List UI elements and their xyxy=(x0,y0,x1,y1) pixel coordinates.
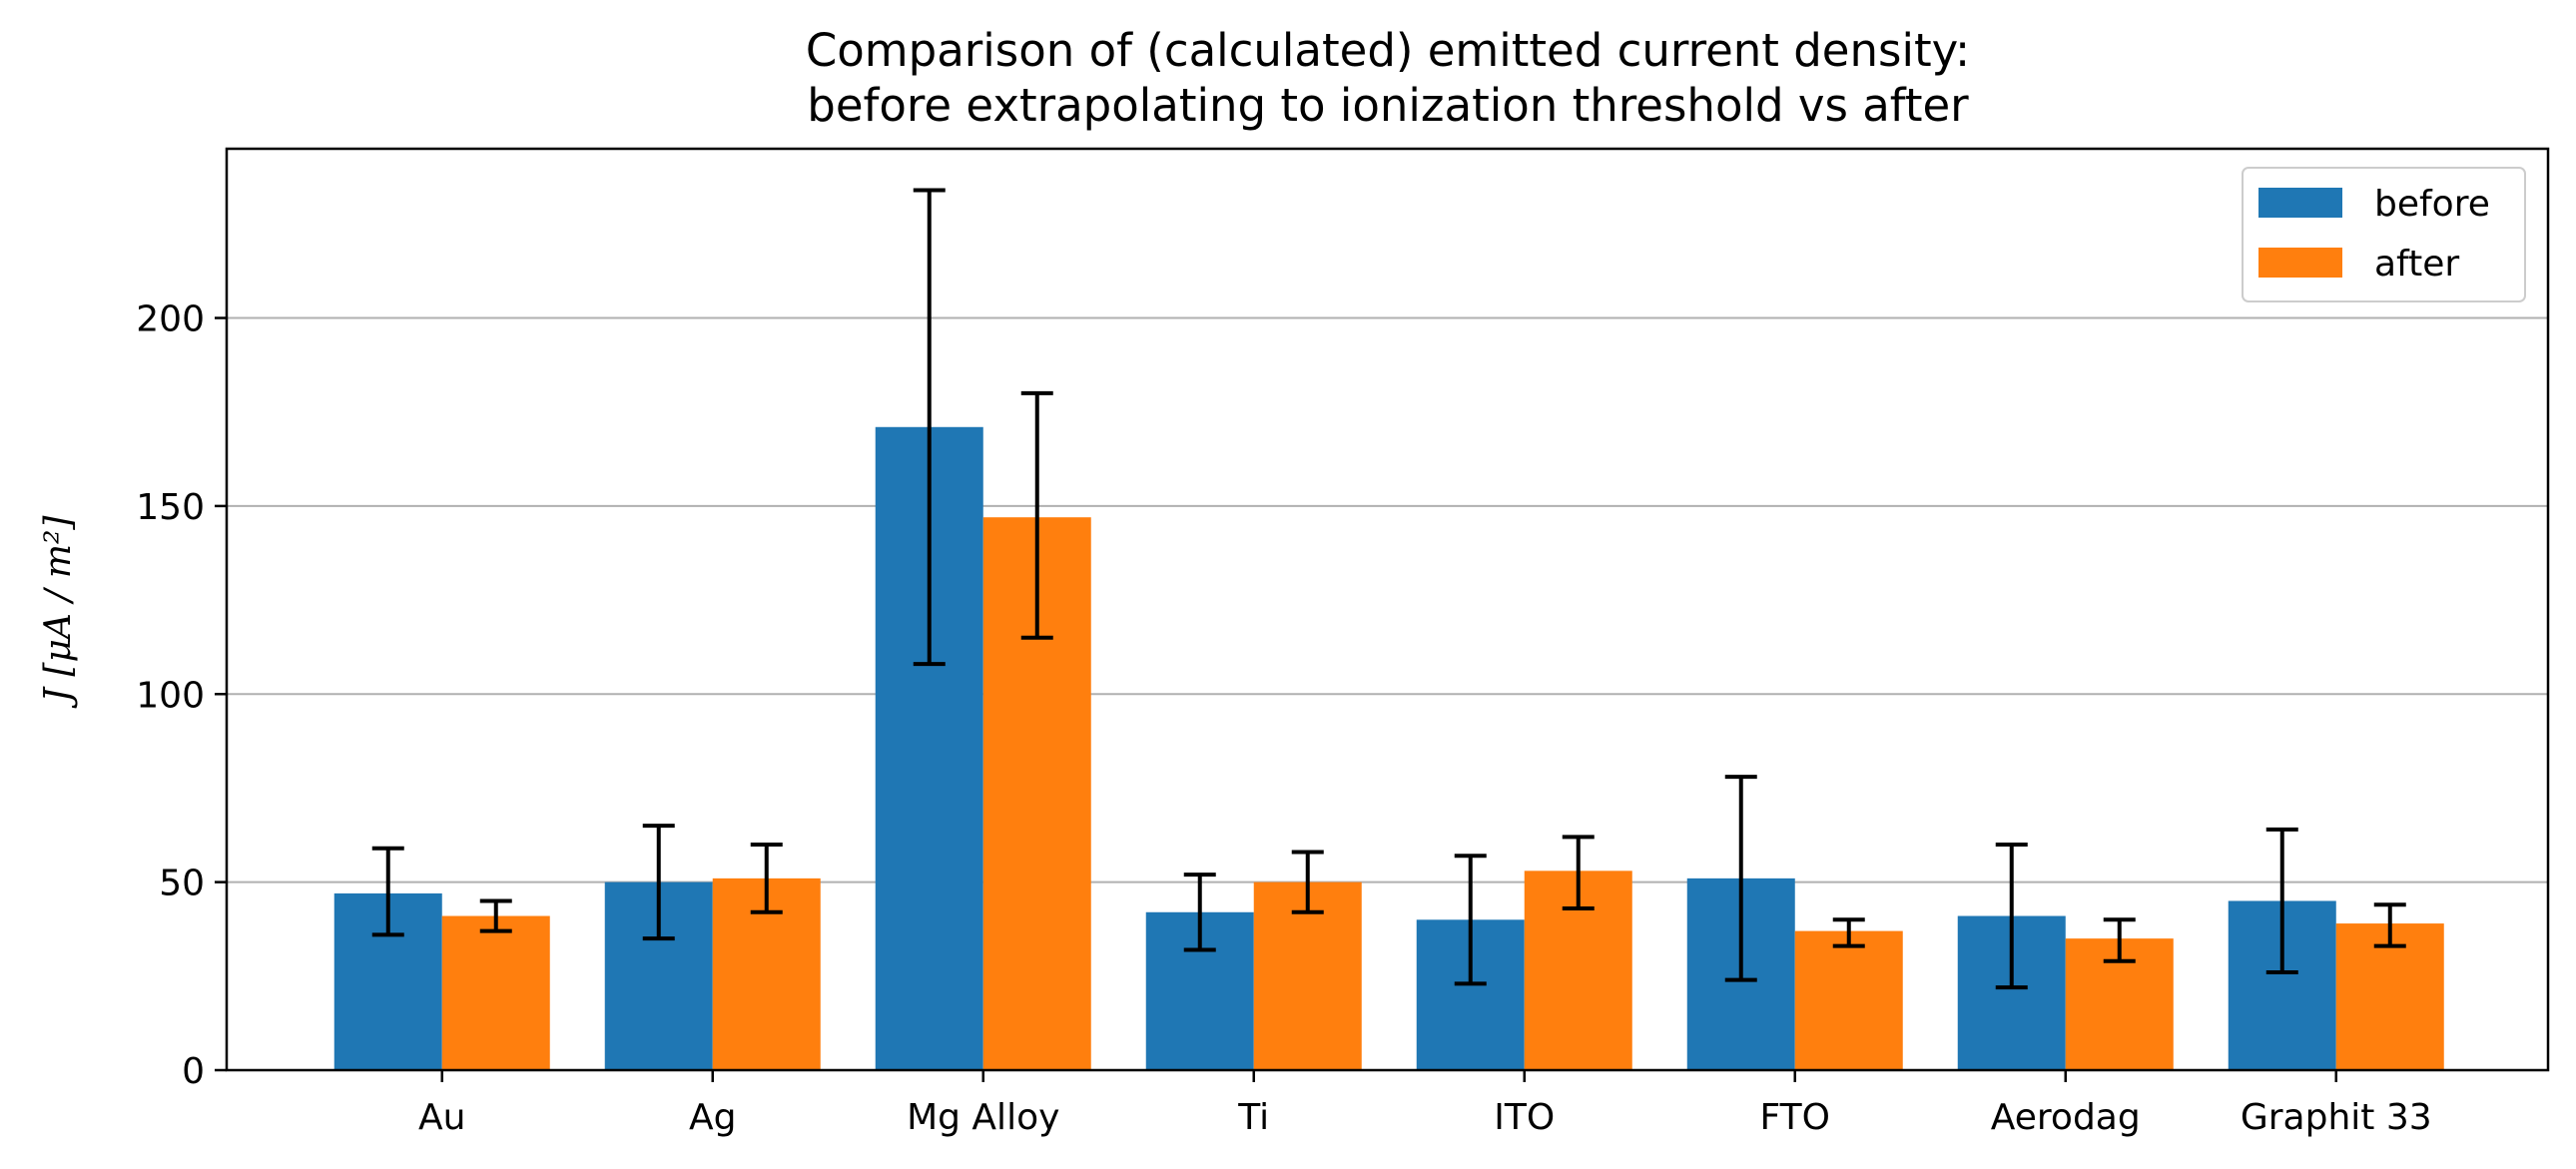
bar-after-fto xyxy=(1794,930,1903,1070)
plot-frame xyxy=(225,147,2550,1072)
legend-swatch-after xyxy=(2258,248,2342,278)
error-bar-before-mg-alloy xyxy=(913,188,946,667)
y-tick-label: 150 xyxy=(136,487,205,528)
error-bar-before-graphit-33 xyxy=(2265,827,2298,975)
x-tick-label: Aerodag xyxy=(1991,1097,2141,1138)
x-tick-label: Graphit 33 xyxy=(2241,1097,2432,1138)
error-bar-before-ti xyxy=(1183,873,1216,952)
legend-label-before: before xyxy=(2374,184,2490,225)
y-axis-label: J [μA / m²] xyxy=(38,515,79,710)
error-bar-after-ito xyxy=(1562,835,1595,911)
bar-after-au xyxy=(441,915,550,1070)
error-bar-after-fto xyxy=(1832,917,1865,948)
error-bar-after-ti xyxy=(1291,850,1324,914)
grid-layer xyxy=(227,316,2548,883)
error-bar-after-aerodag xyxy=(2103,917,2136,963)
x-tick-label: Mg Alloy xyxy=(907,1097,1059,1138)
error-bar-before-ag xyxy=(642,824,675,941)
legend: before after xyxy=(2242,167,2526,302)
x-tick-label: FTO xyxy=(1760,1097,1830,1138)
y-tick-label: 0 xyxy=(182,1051,205,1092)
chart-title-line-1: Comparison of (calculated) emitted curre… xyxy=(806,24,1970,77)
bars-layer xyxy=(333,426,2444,1070)
error-bars-layer xyxy=(371,188,2406,990)
error-bar-before-aerodag xyxy=(1995,842,2028,990)
error-bar-after-ag xyxy=(750,842,783,914)
error-bar-after-au xyxy=(479,898,512,933)
y-axis-label-text: J [μA / m²] xyxy=(38,515,79,710)
error-bar-before-ito xyxy=(1454,854,1487,986)
error-bar-before-au xyxy=(371,846,404,937)
legend-label-after: after xyxy=(2374,244,2459,285)
x-tick-label: ITO xyxy=(1494,1097,1555,1138)
x-tick-label: Ti xyxy=(1237,1097,1269,1138)
error-bar-after-mg-alloy xyxy=(1020,390,1053,640)
legend-swatch-before xyxy=(2258,188,2342,218)
y-tick-label: 50 xyxy=(159,864,205,904)
y-tick-label: 100 xyxy=(136,675,205,716)
x-tick-label: Ag xyxy=(689,1097,736,1138)
y-tick-label: 200 xyxy=(136,299,205,340)
x-tick-label: Au xyxy=(418,1097,465,1138)
error-bar-after-graphit-33 xyxy=(2373,902,2406,948)
axes-layer xyxy=(225,147,2550,1072)
ticks-layer: Au Ag Mg Alloy Ti ITO FTO Aerodag Graphit 33 0 50… xyxy=(136,299,2431,1138)
error-bar-before-fto xyxy=(1724,775,1757,982)
chart-title-line-2: before extrapolating to ionization thres… xyxy=(807,79,1969,132)
